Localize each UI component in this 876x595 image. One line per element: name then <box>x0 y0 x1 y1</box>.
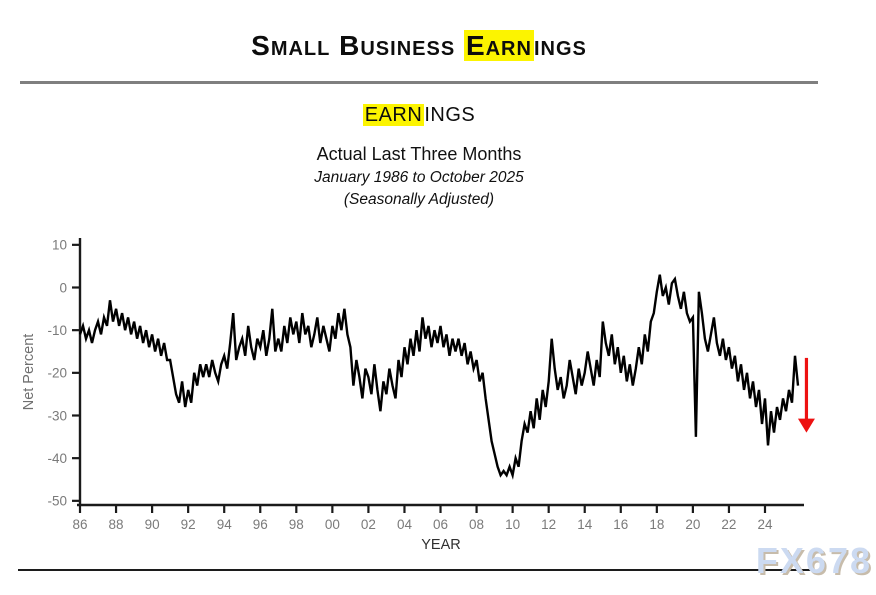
x-axis-title: YEAR <box>421 537 461 553</box>
chart-period: January 1986 to October 2025 <box>314 169 524 186</box>
y-tick-label: 10 <box>52 238 67 253</box>
x-tick-label: 90 <box>145 517 160 532</box>
y-tick-label: -30 <box>47 408 67 423</box>
watermark: FX678 <box>755 540 872 581</box>
x-tick-label: 88 <box>109 517 124 532</box>
x-tick-label: 92 <box>181 517 196 532</box>
x-tick-label: 18 <box>649 517 664 532</box>
x-tick-label: 22 <box>721 517 736 532</box>
x-tick-label: 96 <box>253 517 268 532</box>
x-tick-label: 06 <box>433 517 448 532</box>
x-tick-label: 16 <box>613 517 628 532</box>
chart-title: EARN INGS <box>0 104 838 127</box>
header-block: Small Business Earnings <box>0 0 838 62</box>
chart-title-post: INGS <box>424 104 476 126</box>
y-tick-label: 0 <box>59 280 67 295</box>
chart-subtitle: Actual Last Three Months <box>316 144 522 164</box>
x-tick-label: 24 <box>757 517 773 532</box>
x-tick-label: 94 <box>217 517 233 532</box>
chart-line <box>78 274 800 480</box>
page-title-highlight: Earn <box>463 30 534 61</box>
x-tick-label: 02 <box>361 517 376 532</box>
x-tick-label: 12 <box>541 517 556 532</box>
x-tick-label: 86 <box>72 517 87 532</box>
x-tick-label: 20 <box>685 517 700 532</box>
y-tick-label: -20 <box>47 366 67 381</box>
y-tick-label: -50 <box>47 494 67 509</box>
x-tick-label: 04 <box>397 517 413 532</box>
chart-note: (Seasonally Adjusted) <box>343 191 495 208</box>
page-title-pre: Small Business <box>251 30 464 61</box>
x-tick-label: 10 <box>505 517 520 532</box>
x-tick-label: 98 <box>289 517 304 532</box>
x-tick-label: 00 <box>325 517 340 532</box>
title-divider <box>20 81 818 84</box>
y-tick-label: -10 <box>47 323 67 338</box>
bottom-divider <box>18 569 812 571</box>
x-tick-label: 14 <box>577 517 593 532</box>
chart-title-highlight: EARN <box>362 104 425 126</box>
x-tick-label: 08 <box>469 517 484 532</box>
page-title: Small Business Earnings <box>0 30 838 62</box>
y-axis-title: Net Percent <box>21 334 37 411</box>
page-title-post: ings <box>533 30 587 61</box>
y-tick-label: -40 <box>47 451 67 466</box>
down-arrow-head <box>797 418 815 433</box>
